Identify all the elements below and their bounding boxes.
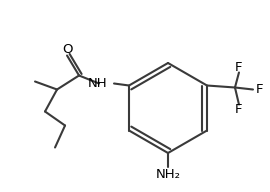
Text: NH: NH	[87, 77, 107, 90]
Text: NH₂: NH₂	[156, 167, 181, 180]
Text: F: F	[235, 103, 243, 116]
Text: F: F	[235, 61, 243, 74]
Text: F: F	[256, 83, 264, 96]
Text: O: O	[62, 43, 72, 56]
